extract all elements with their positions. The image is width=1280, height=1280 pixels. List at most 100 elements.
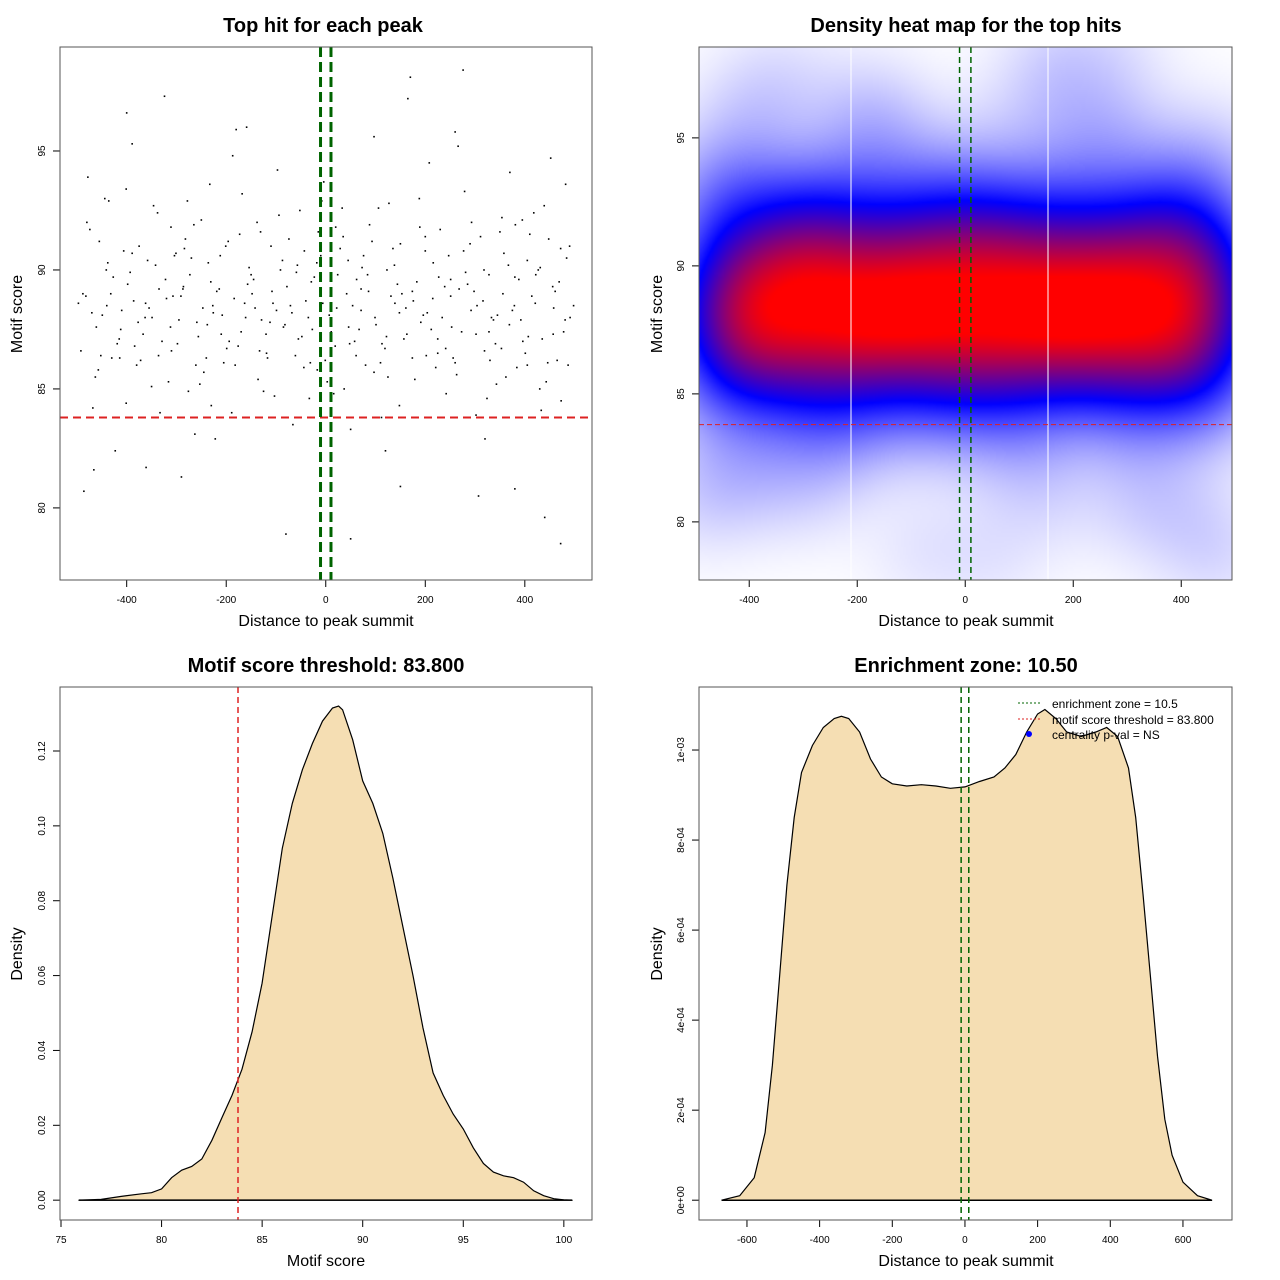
scatter-point [377,207,380,209]
scatter-point [142,333,144,336]
scatter-point [565,257,568,259]
scatter-point [437,276,440,278]
scatter-point [199,383,201,385]
scatter-point [328,314,331,316]
ylabel-distance-density: Density [649,927,666,980]
scatter-point [164,278,167,281]
scatter-point [276,169,279,171]
scatter-point [336,273,339,276]
scatter-point [284,323,286,326]
scatter-point [256,221,258,224]
scatter-point [347,259,349,262]
scatter-point [209,281,212,283]
y-tick-label-3: 8e-04 [676,827,687,853]
y-tick-label-0: 80 [37,502,48,514]
scatter-point [319,254,322,257]
scatter-point [297,338,300,340]
scatter-point [560,400,562,402]
scatter-point [546,361,549,364]
scatter-point [444,347,447,350]
scatter-point [152,204,155,207]
scatter-point [418,197,421,200]
scatter-point [405,307,407,309]
scatter-point [196,321,198,324]
scatter-point [91,311,93,314]
scatter-point [398,404,401,407]
scatter-point [495,383,498,385]
scatter-point [419,226,421,228]
scatter-point [178,319,180,321]
scatter-point [534,302,537,305]
scatter-point [310,281,313,283]
scatter-point [186,200,189,202]
scatter-point [180,476,183,478]
scatter-point [110,357,113,359]
legend: enrichment zone = 10.5 motif score thres… [1018,697,1214,742]
scatter-point [190,257,193,259]
scatter-point [443,285,446,288]
x-tick-label-2: 90 [357,1235,369,1246]
x-tick-label-3: 0 [962,1235,968,1246]
scatter-point [288,238,290,240]
scatter-point [521,219,524,221]
scatter-point [151,316,153,319]
scatter-point [241,193,243,195]
scatter-point [303,250,306,252]
scatter-point [425,354,428,357]
scatter-point [200,219,203,221]
x-tick-label-2: 85 [257,1235,269,1246]
scatter-point [407,97,409,100]
scatter-point [496,314,499,316]
ylabel-score-density: Density [9,927,26,980]
scatter-point [368,223,371,226]
scatter-point [530,295,533,297]
scatter-point [353,340,356,343]
scatter-point [137,321,139,324]
scatter-point [520,319,522,321]
scatter-point [82,292,84,295]
scatter-point [384,449,387,452]
scatter-point [291,311,293,314]
scatter-point [243,302,246,305]
y-tick-label-0: 95 [37,145,48,157]
scatter-point [234,364,236,366]
scatter-point [278,214,280,217]
scatter-point [106,262,109,264]
scatter-point [568,245,571,247]
scatter-point [203,371,205,374]
scatter-point [355,278,358,281]
scatter-point [335,307,338,309]
scatter-point [144,316,146,319]
scatter-point [248,266,250,269]
x-tick-label-2: 80 [156,1235,168,1246]
scatter-point [131,252,133,255]
scatter-point [362,254,365,257]
scatter-point [473,290,475,293]
scatter-point [534,273,537,276]
scatter-point [569,316,571,319]
scatter-point [558,281,560,283]
x-tick-label-1: -200 [847,595,867,606]
scatter-point [428,162,431,164]
plot-frame-3 [698,686,1233,1221]
scatter-point [554,290,556,293]
scatter-point [339,247,341,250]
scatter-point [92,407,94,409]
scatter-point [103,197,106,200]
scatter-point [384,347,386,350]
scatter-point [189,273,191,276]
scatter-point [539,266,542,269]
y-tick-label-3: 6e-04 [676,917,687,943]
scatter-point [464,271,467,274]
scatter-point [87,176,89,178]
x-tick-label-1: -400 [739,595,759,606]
scatter-point [386,269,388,271]
scatter-point [414,378,416,381]
scatter-point [334,226,337,228]
scatter-point [392,247,394,250]
scatter-point [538,388,541,390]
density-curve [721,708,1213,1201]
scatter-point [562,331,565,333]
scatter-point [455,373,458,376]
